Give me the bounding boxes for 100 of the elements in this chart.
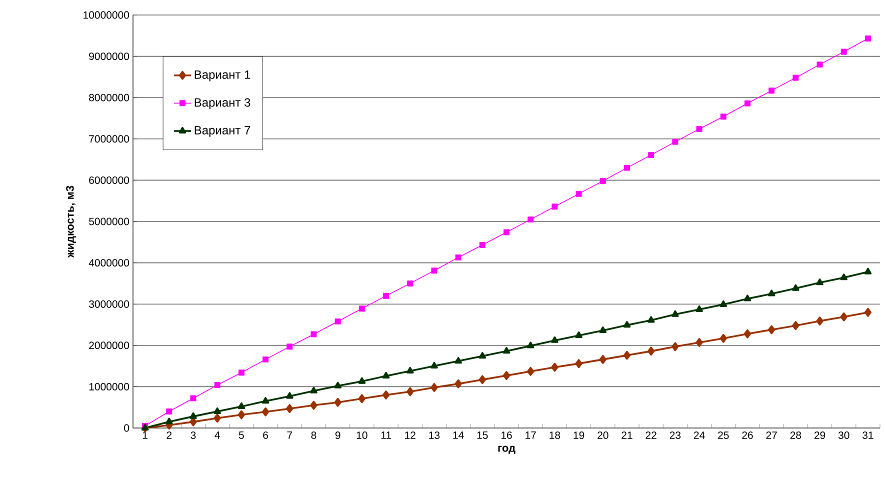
- point: [720, 300, 728, 308]
- x-tick-label: 30: [838, 432, 850, 439]
- x-tick-label: 19: [574, 432, 584, 439]
- point: [792, 321, 800, 330]
- point: [406, 387, 414, 396]
- x-tick-label: 11: [381, 432, 391, 439]
- x-tick-label: 25: [718, 432, 729, 439]
- x-tick-label: 13: [429, 432, 440, 439]
- x-tick-label: 2: [166, 432, 172, 439]
- point: [383, 292, 390, 299]
- y-tick-label: 1000000: [89, 382, 130, 390]
- point: [431, 268, 438, 274]
- point: [840, 274, 848, 280]
- point: [696, 338, 703, 347]
- point: [262, 356, 269, 362]
- point: [623, 321, 631, 328]
- point: [696, 126, 702, 132]
- point: [527, 366, 534, 376]
- y-tick-label: 2000000: [89, 342, 130, 350]
- legend-label: Вариант 7: [194, 126, 250, 137]
- y-axis-title: жидкость, м3: [66, 186, 76, 258]
- point: [310, 331, 317, 338]
- point: [744, 294, 752, 302]
- x-tick-label: 9: [335, 432, 340, 439]
- y-tick-label: 6000000: [89, 176, 130, 184]
- point: [502, 347, 510, 354]
- x-tick-label: 31: [862, 432, 874, 439]
- point: [165, 418, 173, 424]
- point: [479, 242, 486, 248]
- x-tick-label: 6: [263, 432, 268, 439]
- y-tick-label: 9000000: [89, 52, 130, 60]
- point: [334, 398, 342, 407]
- x-tick-label: 8: [311, 432, 316, 439]
- point: [382, 372, 390, 378]
- point: [406, 366, 414, 374]
- y-tick-label: 7000000: [89, 135, 130, 143]
- x-tick-label: 3: [190, 432, 196, 439]
- x-tick-label: 22: [646, 432, 656, 439]
- x-axis-title: год: [498, 446, 516, 454]
- x-tick-label: 28: [790, 432, 802, 439]
- point: [576, 190, 582, 197]
- x-tick-label: 16: [501, 432, 512, 439]
- x-tick-label: 5: [238, 432, 244, 439]
- x-tick-label: 21: [622, 432, 632, 439]
- point: [478, 352, 486, 359]
- point: [648, 152, 654, 158]
- x-tick-label: 4: [214, 432, 220, 439]
- point: [286, 392, 294, 399]
- point: [672, 310, 679, 317]
- point: [647, 316, 655, 323]
- point: [575, 331, 582, 338]
- point: [238, 402, 246, 410]
- point: [358, 306, 365, 312]
- point: [816, 278, 824, 286]
- point: [864, 268, 872, 274]
- point: [502, 371, 510, 380]
- point: [552, 204, 558, 210]
- x-tick-label: 14: [453, 432, 464, 439]
- point: [624, 164, 630, 171]
- y-tick-label: 10000000: [84, 11, 130, 19]
- point: [454, 357, 462, 364]
- point: [478, 375, 486, 384]
- point: [214, 382, 220, 388]
- legend-label: Вариант 1: [194, 70, 250, 82]
- point: [720, 334, 727, 343]
- point: [430, 383, 438, 392]
- x-tick-label: 20: [598, 432, 608, 439]
- y-tick-label: 3000000: [89, 300, 130, 308]
- point: [768, 88, 775, 94]
- point: [238, 370, 244, 376]
- point: [455, 254, 462, 260]
- point: [504, 229, 510, 236]
- point: [454, 379, 462, 388]
- point: [382, 390, 390, 400]
- x-tick-label: 24: [694, 432, 705, 439]
- point: [358, 377, 366, 384]
- point: [238, 410, 246, 420]
- point: [792, 284, 800, 291]
- point: [768, 290, 776, 296]
- point: [816, 62, 823, 68]
- point: [792, 74, 799, 81]
- point: [599, 326, 607, 334]
- point: [720, 114, 726, 120]
- x-tick-label: 12: [405, 432, 416, 439]
- x-tick-label: 29: [814, 432, 826, 439]
- point: [310, 400, 318, 410]
- point: [334, 318, 341, 324]
- point: [647, 346, 655, 356]
- point: [840, 48, 847, 55]
- point: [864, 36, 871, 42]
- point: [623, 350, 631, 360]
- point: [262, 407, 270, 416]
- point: [358, 394, 366, 404]
- x-tick-label: 15: [477, 432, 488, 439]
- x-tick-label: 27: [766, 432, 777, 439]
- point: [286, 344, 293, 350]
- point: [768, 325, 776, 334]
- x-tick-label: 23: [670, 432, 681, 439]
- point: [551, 336, 558, 343]
- x-tick-label: 10: [356, 432, 368, 439]
